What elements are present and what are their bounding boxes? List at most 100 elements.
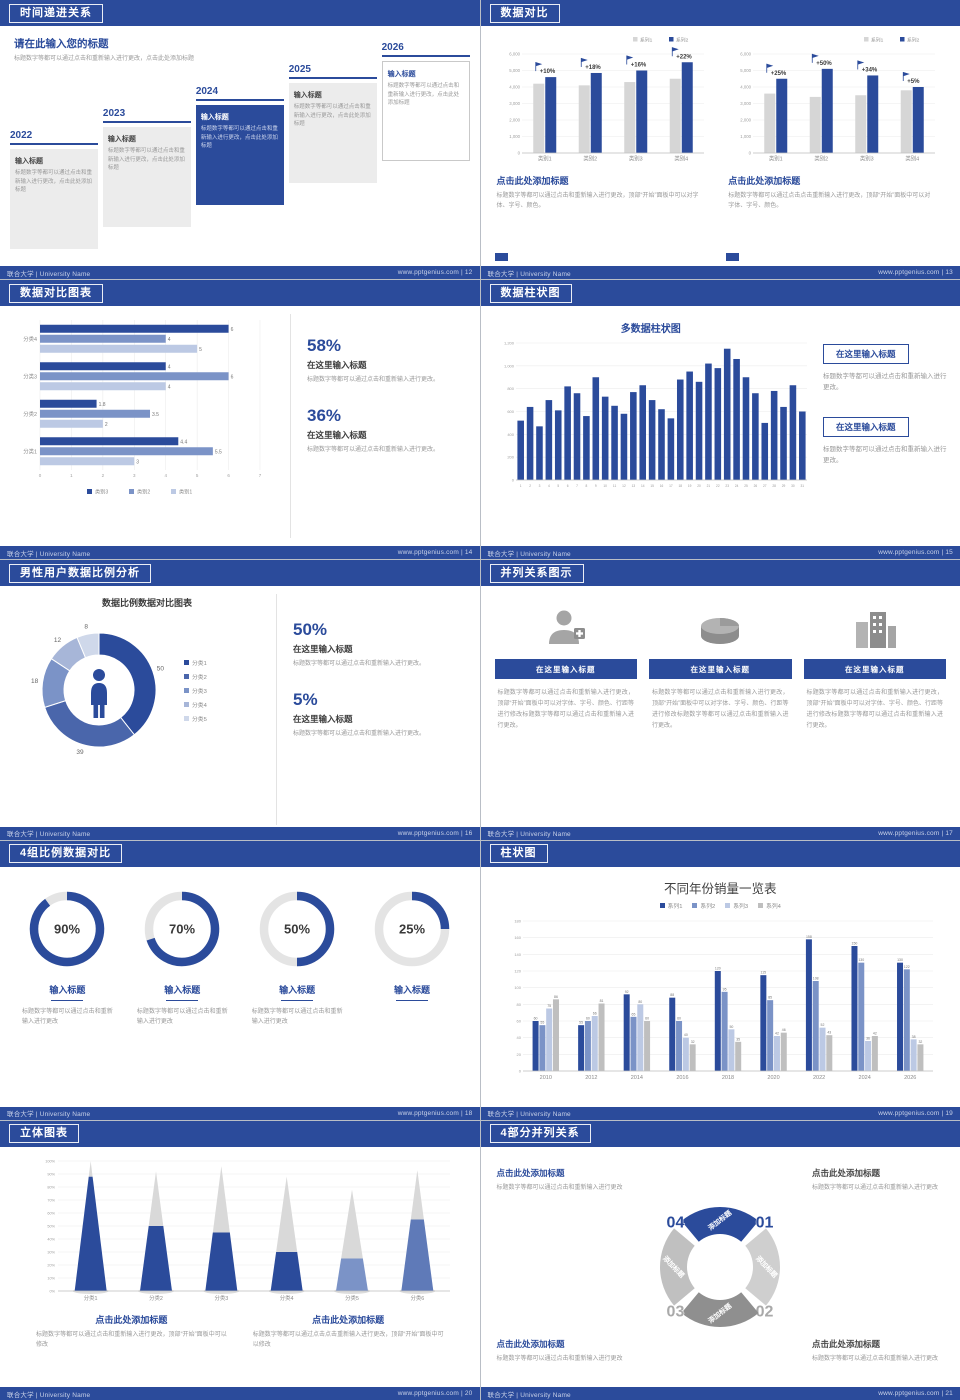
svg-text:5,000: 5,000 bbox=[509, 68, 520, 73]
timeline-year: 2023 bbox=[102, 108, 126, 119]
ring-column-4: 25% 输入标题 bbox=[359, 887, 466, 1101]
slide-16-male-ratio[interactable]: 男性用户数据比例分析 数据比例数据对比图表 50 39 18 12 8 分类1 分类2 分类… bbox=[0, 560, 480, 840]
legend-item: 分类4 bbox=[184, 700, 207, 709]
svg-text:2024: 2024 bbox=[859, 1075, 871, 1081]
footer-site-page: www.pptgenius.com | 20 bbox=[397, 1390, 473, 1397]
svg-text:2016: 2016 bbox=[677, 1075, 689, 1081]
slide-14-hbar-chart[interactable]: 数据对比图表 0 1 2 3 4 5 6 7 6 4 5 分类4 4 6 4 分类3 1.8 3.5 2 分类2 4.4… bbox=[0, 280, 480, 560]
stat-percent: 58% bbox=[307, 336, 342, 356]
svg-text:50: 50 bbox=[730, 1024, 734, 1028]
svg-text:18: 18 bbox=[31, 679, 39, 686]
svg-text:2,000: 2,000 bbox=[740, 118, 751, 123]
svg-text:50: 50 bbox=[157, 666, 165, 673]
svg-text:18: 18 bbox=[678, 484, 682, 488]
footer-university: 联合大学 | University Name bbox=[487, 1391, 571, 1399]
svg-text:60: 60 bbox=[677, 1016, 681, 1020]
quad-block-title: 点击此处添加标题 bbox=[812, 1339, 881, 1350]
svg-text:3.5: 3.5 bbox=[152, 412, 159, 418]
svg-text:2: 2 bbox=[105, 422, 108, 428]
slide-body: 不同年份销量一览表 系列1 系列2 系列3 系列4 0 20 40 60 80 100 120 14… bbox=[481, 867, 960, 1107]
text-block: 在这里输入标题 标题数字等都可以通过点击和重新输入进行更改。 bbox=[823, 417, 948, 466]
slide-21-four-part[interactable]: 4部分并列关系 点击此处添加标题 标题数字等都可以通过点击和重新输入进行更改 点… bbox=[480, 1120, 960, 1400]
hbar-stats: 58% 在这里输入标题 标题数字等都可以通过点击和重新输入进行更改。 36% 在… bbox=[290, 314, 470, 539]
footer-university: 联合大学 | University Name bbox=[7, 1391, 91, 1399]
timeline-rule bbox=[102, 121, 191, 123]
footer-university: 联合大学 | University Name bbox=[487, 550, 571, 558]
legend-item: 分类2 bbox=[184, 672, 207, 681]
svg-text:70%: 70% bbox=[47, 1198, 55, 1202]
donut-chart: 50 39 18 12 8 bbox=[24, 615, 174, 765]
caption-title: 点击此处添加标题 bbox=[728, 176, 801, 186]
svg-text:140: 140 bbox=[515, 951, 522, 956]
svg-text:158: 158 bbox=[806, 934, 812, 938]
timeline-rule bbox=[10, 143, 98, 145]
timeline-card: 输入标题 标题数字等都可以通过点击和重新输入进行更改，点击此处添加标题 bbox=[102, 127, 191, 227]
svg-text:+16%: +16% bbox=[630, 63, 646, 69]
slide-header-title: 时间递进关系 bbox=[9, 3, 103, 23]
slide-footer: 联合大学 | University Name www.pptgenius.com… bbox=[480, 266, 960, 280]
slide-footer: 联合大学 | University Name www.pptgenius.com… bbox=[0, 1106, 480, 1120]
svg-text:4,000: 4,000 bbox=[740, 85, 751, 90]
footer-site-page: www.pptgenius.com | 13 bbox=[878, 269, 953, 277]
svg-text:30%: 30% bbox=[47, 1250, 55, 1254]
slide-header: 4组比例数据对比 bbox=[0, 840, 480, 867]
svg-text:分类2: 分类2 bbox=[23, 410, 37, 418]
svg-text:2026: 2026 bbox=[904, 1075, 916, 1081]
svg-text:4: 4 bbox=[168, 384, 171, 390]
quad-block-bottom-right: 点击此处添加标题 标题数字等都可以通过点击和重新输入进行更改 bbox=[812, 1338, 948, 1365]
footer-site-page: www.pptgenius.com | 12 bbox=[397, 269, 473, 277]
slide-13-data-compare[interactable]: 数据对比 0 1,000 2,000 3,000 4,000 5,000 6,000 系列1 系… bbox=[480, 0, 960, 280]
quad-block-title: 点击此处添加标题 bbox=[812, 1167, 881, 1178]
quad-block-top-left: 点击此处添加标题 标题数字等都可以通过点击和重新输入进行更改 bbox=[497, 1167, 633, 1194]
slide-body: 0% 10% 20% 30% 40% 50% 60% 70% 80% 90% 100% 分类1 分类2 分… bbox=[0, 1147, 480, 1387]
svg-text:80%: 80% bbox=[47, 1185, 55, 1189]
slide-header-title: 数据柱状图 bbox=[489, 283, 572, 303]
grouped-column-chart: 0 20 40 60 80 100 120 140 160 180 60 55 75 86 2010 55 60… bbox=[503, 911, 937, 1083]
svg-text:5,000: 5,000 bbox=[740, 68, 751, 73]
svg-text:类别4: 类别4 bbox=[674, 155, 688, 163]
legend-item: 系列2 bbox=[692, 901, 715, 910]
slide-19-years-chart[interactable]: 柱状图 不同年份销量一览表 系列1 系列2 系列3 系列4 0 20 40 60 80 100 1… bbox=[480, 840, 960, 1120]
timeline-item-2026: 2026 输入标题 标题数字等都可以通过点击和重新输入进行更改，点击此处添加标题 bbox=[381, 42, 470, 260]
ring-title: 输入标题 bbox=[359, 983, 466, 1001]
progress-ring-90: 90% bbox=[25, 887, 109, 971]
svg-text:系列1: 系列1 bbox=[640, 36, 653, 43]
svg-text:0: 0 bbox=[517, 151, 520, 156]
svg-text:0: 0 bbox=[511, 478, 514, 483]
svg-text:9: 9 bbox=[594, 484, 596, 488]
svg-text:01: 01 bbox=[756, 1214, 774, 1231]
stat-block: 5% 在这里输入标题 标题数字等都可以通过点击和重新输入进行更改。 bbox=[293, 690, 472, 740]
svg-text:1: 1 bbox=[70, 473, 73, 478]
quad-block-body: 标题数字等都可以通过点击和重新输入进行更改 bbox=[496, 1184, 623, 1191]
slide-20-cone-chart[interactable]: 立体图表 0% 10% 20% 30% 40% 50% 60% 70% 80% 90% 100% 分类… bbox=[0, 1120, 480, 1400]
svg-text:类别1: 类别1 bbox=[179, 488, 192, 496]
banner-title: 在这里输入标题 bbox=[803, 659, 946, 680]
svg-text:类别1: 类别1 bbox=[537, 155, 551, 163]
footer-university: 联合大学 | University Name bbox=[7, 550, 91, 558]
svg-text:90%: 90% bbox=[47, 1172, 55, 1176]
svg-text:1,000: 1,000 bbox=[509, 134, 520, 139]
svg-text:类别2: 类别2 bbox=[137, 488, 150, 496]
slide-body: 0 1,000 2,000 3,000 4,000 5,000 6,000 系列1 系列2 +10… bbox=[481, 26, 960, 266]
svg-text:80: 80 bbox=[517, 1001, 522, 1006]
svg-text:分类4: 分类4 bbox=[23, 335, 37, 343]
slide-17-parallel[interactable]: 并列关系图示 在这里输入标题 标题数字等都可以通过点击和重新输入进行更改，顶部“… bbox=[480, 560, 960, 840]
footer-university: 联合大学 | University Name bbox=[487, 831, 571, 839]
svg-text:类别3: 类别3 bbox=[860, 155, 874, 163]
slide-12-timeline[interactable]: 时间递进关系 请在此输入您的标题 标题数字等都可以通过点击和重新输入进行更改，点… bbox=[0, 0, 480, 280]
timeline-year: 2025 bbox=[288, 64, 311, 75]
svg-text:1,000: 1,000 bbox=[503, 364, 514, 369]
svg-text:92: 92 bbox=[625, 989, 629, 993]
slide-15-column-chart[interactable]: 数据柱状图 多数据柱状图 0 200 400 600 800 1,000 1,200 1 2 3 4… bbox=[480, 280, 960, 560]
timeline-item-2025: 2025 输入标题 标题数字等都可以通过点击和重新输入进行更改，点击此处添加标题 bbox=[288, 64, 377, 260]
slide-18-four-rings[interactable]: 4组比例数据对比 90% 输入标题 标题数字等都可以通过点击和重新输入进行更改 … bbox=[0, 840, 480, 1120]
slide-header: 并列关系图示 bbox=[480, 560, 960, 587]
slide-header-title: 并列关系图示 bbox=[489, 563, 584, 583]
svg-text:6,000: 6,000 bbox=[509, 52, 520, 57]
caption-title: 点击此处添加标题 bbox=[95, 1314, 168, 1325]
svg-text:系列2: 系列2 bbox=[676, 36, 689, 43]
svg-text:21: 21 bbox=[706, 484, 710, 488]
timeline: 2022 输入标题 标题数字等都可以通过点击和重新输入进行更改，点击此处添加标题… bbox=[10, 34, 470, 260]
timeline-card-body: 标题数字等都可以通过点击和重新输入进行更改，点击此处添加标题 bbox=[15, 170, 93, 194]
svg-text:15: 15 bbox=[650, 484, 654, 488]
